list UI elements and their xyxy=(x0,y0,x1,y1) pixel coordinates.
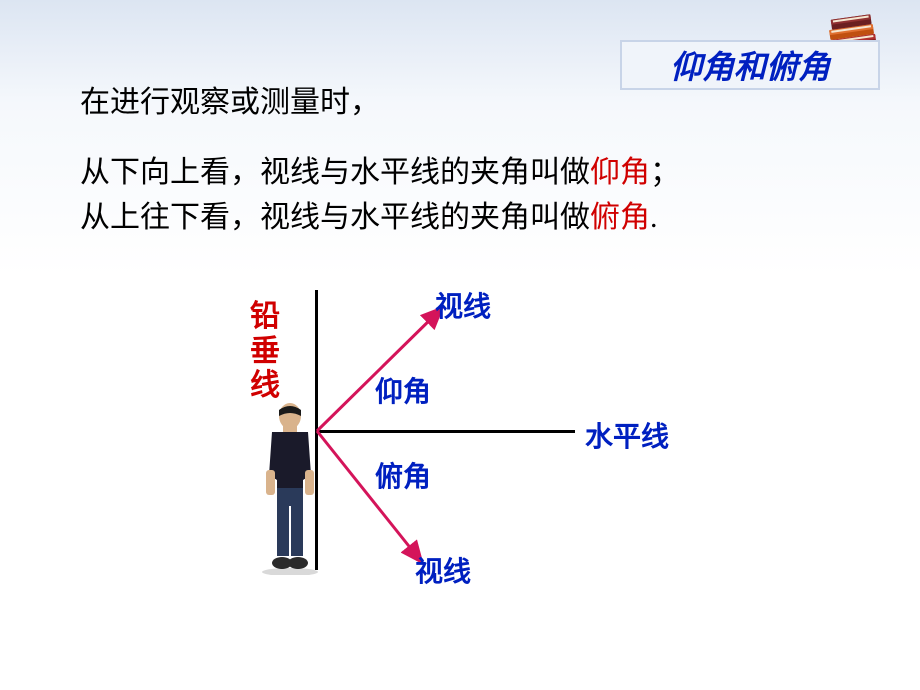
description-text: 从下向上看，视线与水平线的夹角叫做仰角； 从上往下看，视线与水平线的夹角叫做俯角… xyxy=(80,150,680,240)
line1-post: ； xyxy=(650,156,680,189)
angle-diagram: 铅 垂 线 视线 视线 仰角 俯角 水平线 xyxy=(220,270,740,600)
depression-label: 俯角 xyxy=(375,455,431,495)
line1-pre: 从下向上看，视线与水平线的夹角叫做 xyxy=(80,156,590,189)
header-box: 仰角和俯角 xyxy=(620,40,880,90)
line2-pre: 从上往下看，视线与水平线的夹角叫做 xyxy=(80,201,590,234)
sight-up-label: 视线 xyxy=(435,285,491,325)
line1-term: 仰角 xyxy=(590,156,650,189)
header-title: 仰角和俯角 xyxy=(670,42,830,88)
sight-down-label: 视线 xyxy=(415,550,471,590)
line2-term: 俯角 xyxy=(590,201,650,234)
elevation-label: 仰角 xyxy=(375,370,431,410)
vertical-label: 铅 垂 线 xyxy=(250,300,280,404)
line2-post: . xyxy=(650,201,658,234)
horizontal-label: 水平线 xyxy=(585,415,669,455)
sight-line-down xyxy=(317,431,420,560)
intro-text: 在进行观察或测量时， xyxy=(80,80,380,125)
person-figure xyxy=(255,400,325,580)
